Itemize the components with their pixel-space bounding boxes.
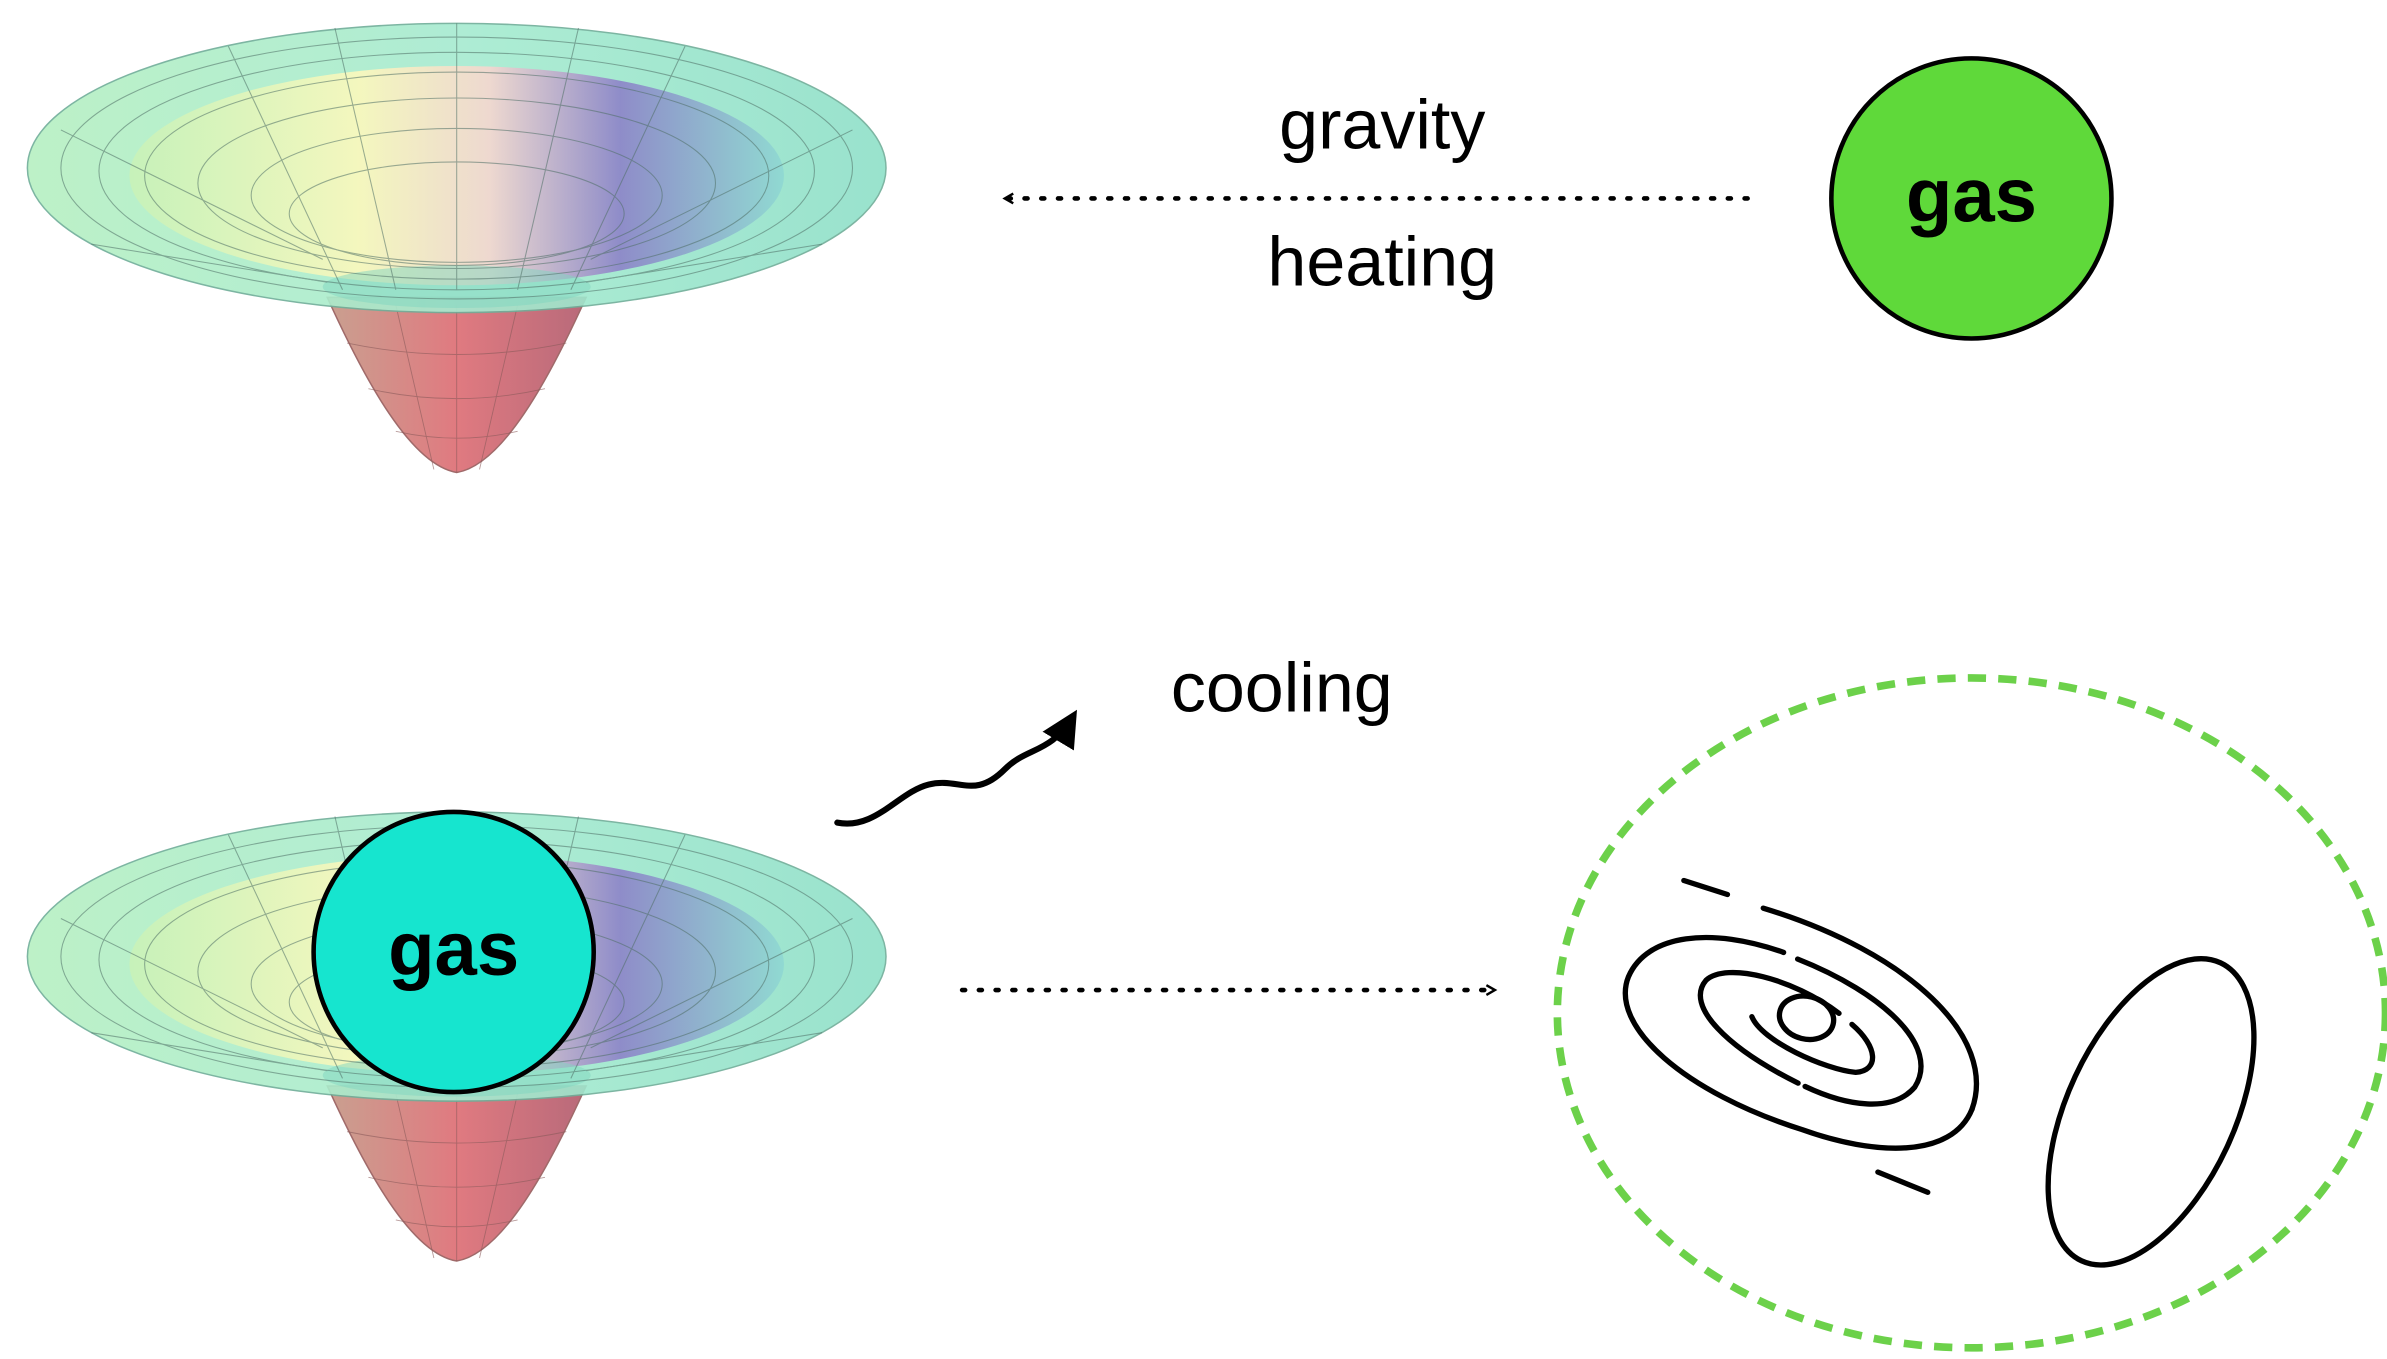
- diagram: gravity heating gas gas cooling: [0, 0, 2387, 1359]
- gas-label: gas: [1906, 154, 2037, 239]
- halo-boundary: [1557, 678, 2385, 1348]
- page: gravity heating gas gas cooling (() => {…: [0, 0, 2387, 1359]
- label-cooling: cooling: [1171, 649, 1393, 727]
- gas-label: gas: [388, 907, 519, 992]
- elliptical-galaxy: [2006, 927, 2297, 1296]
- arrow-wavy: [837, 716, 1073, 824]
- label-heating: heating: [1267, 222, 1497, 300]
- spiral-galaxy: [1595, 873, 2009, 1198]
- potential-well-top: [27, 23, 886, 472]
- label-gravity: gravity: [1279, 85, 1485, 163]
